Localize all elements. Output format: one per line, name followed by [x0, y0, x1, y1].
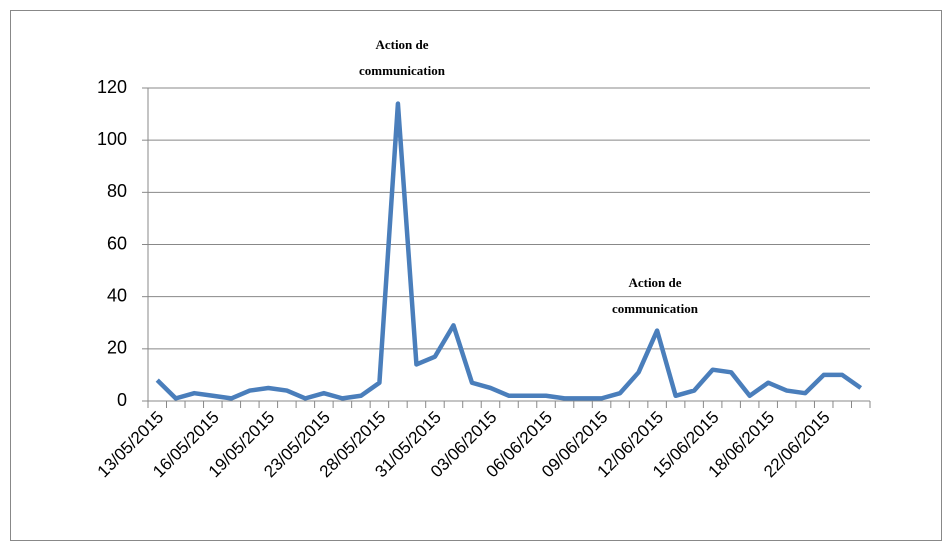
y-tick-label: 0: [117, 390, 127, 410]
chart-border: [10, 10, 942, 541]
y-tick-label: 20: [107, 338, 127, 358]
y-tick-label: 40: [107, 285, 127, 305]
y-tick-label: 80: [107, 181, 127, 201]
y-tick-label: 60: [107, 233, 127, 253]
line-series: [155, 101, 863, 401]
y-tick-label: 100: [97, 129, 127, 149]
annotation: Action de communication: [359, 37, 446, 78]
y-tick-label: 120: [97, 77, 127, 97]
annotation: Action de communication: [612, 275, 699, 316]
